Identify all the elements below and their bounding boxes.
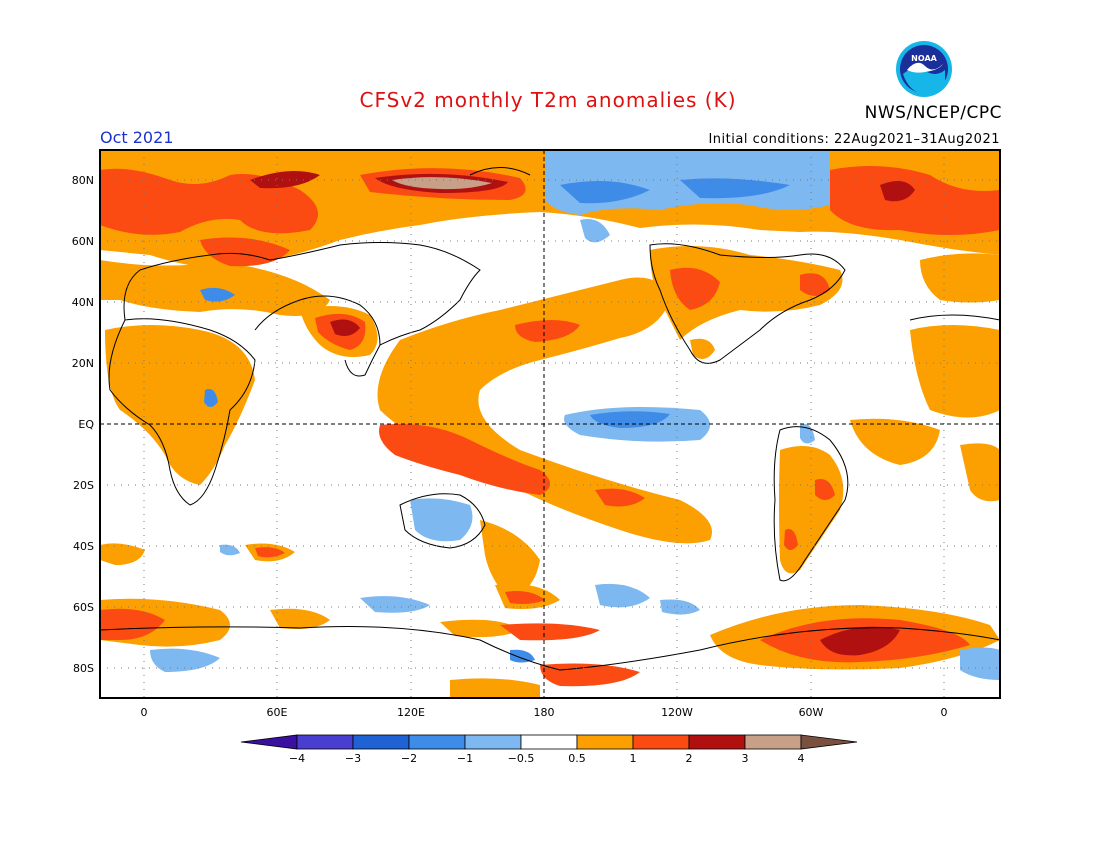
lat-label: 40S <box>73 540 94 553</box>
lon-label: 120E <box>397 706 425 719</box>
lat-label: EQ <box>78 418 94 431</box>
forecast-month-label: Oct 2021 <box>100 128 174 147</box>
lon-label: 0 <box>141 706 148 719</box>
colorbar-tick: −4 <box>289 752 305 765</box>
colorbar-tick: −1 <box>457 752 473 765</box>
colorbar-swatch <box>632 734 690 750</box>
coastlines <box>100 167 1000 671</box>
lat-label: 80N <box>72 174 94 187</box>
anomaly-shading <box>100 150 1000 698</box>
colorbar-tick: 0.5 <box>568 752 586 765</box>
lon-axis: 0 60E 120E 180 120W 60W 0 <box>141 706 948 719</box>
lat-label: 60N <box>72 235 94 248</box>
colorbar-tick: 1 <box>630 752 637 765</box>
lon-label: 120W <box>661 706 693 719</box>
map-frame <box>99 149 1001 699</box>
lon-label: 60E <box>267 706 288 719</box>
lat-axis: 80N 60N 40N 20N EQ 20S 40S 60S 80S <box>72 174 95 675</box>
colorbar-swatch <box>800 734 858 750</box>
colorbar-swatch <box>744 734 802 750</box>
chart-title: CFSv2 monthly T2m anomalies (K) <box>359 88 737 112</box>
lon-label: 180 <box>534 706 555 719</box>
lat-label: 40N <box>72 296 94 309</box>
colorbar-swatch <box>296 734 354 750</box>
colorbar-swatches <box>240 734 858 750</box>
lat-label: 20S <box>73 479 94 492</box>
lat-label: 20N <box>72 357 94 370</box>
colorbar-swatch <box>520 734 578 750</box>
colorbar-tick: 4 <box>798 752 805 765</box>
colorbar-tick: 2 <box>686 752 693 765</box>
noaa-logo: NOAA <box>896 41 952 97</box>
colorbar-swatch <box>352 734 410 750</box>
colorbar-swatch <box>464 734 522 750</box>
lon-label: 60W <box>799 706 824 719</box>
colorbar-tick: −2 <box>401 752 417 765</box>
colorbar-swatch <box>576 734 634 750</box>
colorbar-swatch <box>240 734 298 750</box>
colorbar-tick: 3 <box>742 752 749 765</box>
colorbar-swatch <box>408 734 466 750</box>
agency-label: NWS/NCEP/CPC <box>864 103 1002 123</box>
lat-label: 60S <box>73 601 94 614</box>
lat-label: 80S <box>73 662 94 675</box>
noaa-logo-text: NOAA <box>911 54 937 63</box>
lon-label: 0 <box>941 706 948 719</box>
colorbar-swatch <box>688 734 746 750</box>
initial-conditions-label: Initial conditions: 22Aug2021–31Aug2021 <box>708 132 1000 147</box>
colorbar-tick: −0.5 <box>508 752 535 765</box>
colorbar-ticks: −4 −3 −2 −1 −0.5 0.5 1 2 3 4 <box>289 752 805 765</box>
colorbar-tick: −3 <box>345 752 361 765</box>
